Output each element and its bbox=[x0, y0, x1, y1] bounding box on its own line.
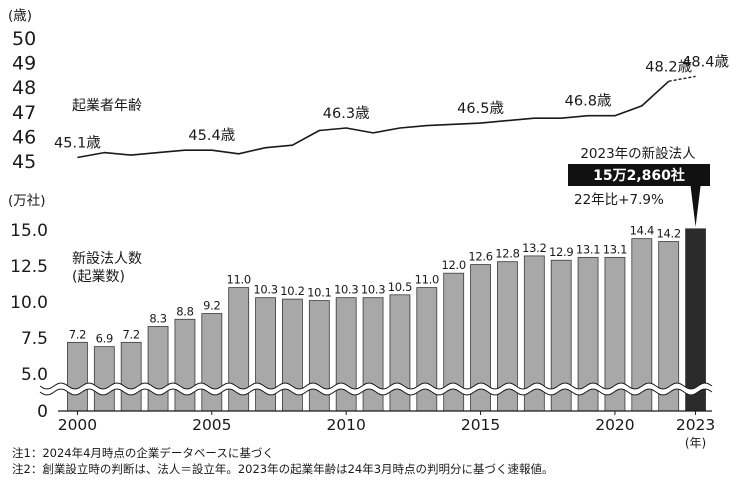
bar-y-tick-label: 0 bbox=[37, 402, 48, 422]
bar-value-label-2020: 13.1 bbox=[603, 242, 627, 256]
bar-value-label-2013: 11.0 bbox=[415, 273, 439, 287]
x-tick-label-2020: 2020 bbox=[595, 416, 634, 434]
callout-change: 22年比+7.9% bbox=[574, 192, 664, 208]
bar-value-label-2003: 8.3 bbox=[149, 311, 166, 325]
bar-value-label-2007: 10.3 bbox=[253, 283, 277, 297]
axis-break-line-bottom bbox=[39, 388, 713, 396]
bar-axis-unit-label: (万社) bbox=[8, 193, 46, 209]
line-y-tick-label: 50 bbox=[12, 28, 36, 50]
line-y-tick-label: 45 bbox=[12, 151, 36, 173]
line-point-label-2005: 45.4歳 bbox=[188, 127, 235, 144]
bar-y-tick-label: 10.0 bbox=[10, 293, 48, 313]
line-y-tick-label: 49 bbox=[12, 53, 36, 75]
callout-value-box bbox=[568, 164, 710, 186]
bar-value-label-2021: 14.4 bbox=[630, 224, 654, 238]
x-tick-label-2010: 2010 bbox=[326, 416, 365, 434]
bar-2005 bbox=[201, 313, 223, 412]
bar-value-label-2005: 9.2 bbox=[203, 299, 220, 313]
line-y-tick-label: 46 bbox=[12, 126, 36, 148]
line-point-label-2022: 48.2歳 bbox=[645, 58, 692, 75]
bar-2003 bbox=[147, 326, 169, 412]
x-tick-label-2023: 2023 bbox=[676, 416, 715, 434]
line-point-label-2010: 46.3歳 bbox=[323, 105, 370, 122]
bar-value-label-2004: 8.8 bbox=[176, 304, 193, 318]
callout-value: 15万2,860社 bbox=[593, 167, 685, 184]
x-tick-label-2015: 2015 bbox=[461, 416, 500, 434]
bar-2002 bbox=[120, 341, 142, 412]
line-point-label-2000: 45.1歳 bbox=[54, 135, 101, 152]
bar-series-label-line1: 新設法人数 bbox=[72, 251, 142, 267]
bar-series-label-line2: (起業数) bbox=[72, 269, 125, 285]
bar-value-label-2009: 10.1 bbox=[307, 286, 331, 300]
axis-break-line-top bbox=[39, 382, 713, 390]
bar-2000 bbox=[67, 341, 88, 412]
bar-2004 bbox=[174, 318, 196, 412]
line-y-tick-label: 48 bbox=[12, 77, 36, 99]
bar-value-label-2014: 12.0 bbox=[441, 258, 465, 272]
line-point-label-2019: 46.8歳 bbox=[565, 93, 612, 110]
bar-value-label-2015: 12.6 bbox=[468, 250, 492, 264]
new-corporations-bar-chart: (万社) 0 5.0 7.5 10.0 12.5 15.0 7.2 6.9 7.2 8.3 8.8 9.… bbox=[8, 146, 715, 450]
bar-value-label-2010: 10.3 bbox=[334, 283, 358, 297]
bar-value-label-2016: 12.8 bbox=[495, 247, 519, 261]
bar-value-label-2006: 11.0 bbox=[226, 273, 250, 287]
founder-age-line-dashed bbox=[668, 75, 696, 82]
bar-y-tick-label: 12.5 bbox=[10, 257, 48, 277]
founder-age-line bbox=[77, 80, 670, 159]
bar-value-label-2002: 7.2 bbox=[122, 327, 139, 341]
bar-value-label-2000: 7.2 bbox=[69, 327, 86, 341]
footnote-1: 注1：2024年4月時点の企業データベースに基づく bbox=[12, 446, 274, 460]
bar-value-label-2019: 13.1 bbox=[576, 242, 600, 256]
line-series-label: 起業者年齢 bbox=[72, 98, 142, 114]
bar-value-label-2018: 12.9 bbox=[549, 245, 573, 259]
bar-y-tick-label: 15.0 bbox=[10, 221, 48, 241]
bar-value-label-2011: 10.3 bbox=[361, 283, 385, 297]
line-axis-unit-label: (歳) bbox=[8, 8, 32, 24]
footnote-2: 注2：創業設立時の判断は、法人＝設立年。2023年の起業年齢は24年3月時点の判… bbox=[12, 462, 554, 476]
x-tick-label-2005: 2005 bbox=[192, 416, 231, 434]
callout-title: 2023年の新設法人 bbox=[580, 146, 696, 162]
x-tick-label-2000: 2000 bbox=[58, 416, 97, 434]
bar-value-label-2012: 10.5 bbox=[388, 280, 412, 294]
callout-pointer bbox=[690, 186, 701, 227]
bar-value-label-2017: 13.2 bbox=[522, 241, 546, 255]
line-point-label-2015: 46.5歳 bbox=[457, 100, 504, 117]
x-axis-unit-label: (年) bbox=[685, 436, 706, 450]
bar-y-tick-label: 5.0 bbox=[21, 365, 48, 385]
bar-2001 bbox=[93, 346, 115, 412]
line-point-label-2023: 48.4歳 bbox=[682, 53, 729, 70]
bar-value-label-2001: 6.9 bbox=[96, 332, 113, 346]
bar-y-tick-label: 7.5 bbox=[21, 329, 48, 349]
line-y-tick-label: 47 bbox=[12, 102, 36, 124]
bar-value-label-2008: 10.2 bbox=[280, 284, 304, 298]
bar-value-label-2022: 14.2 bbox=[656, 227, 680, 241]
